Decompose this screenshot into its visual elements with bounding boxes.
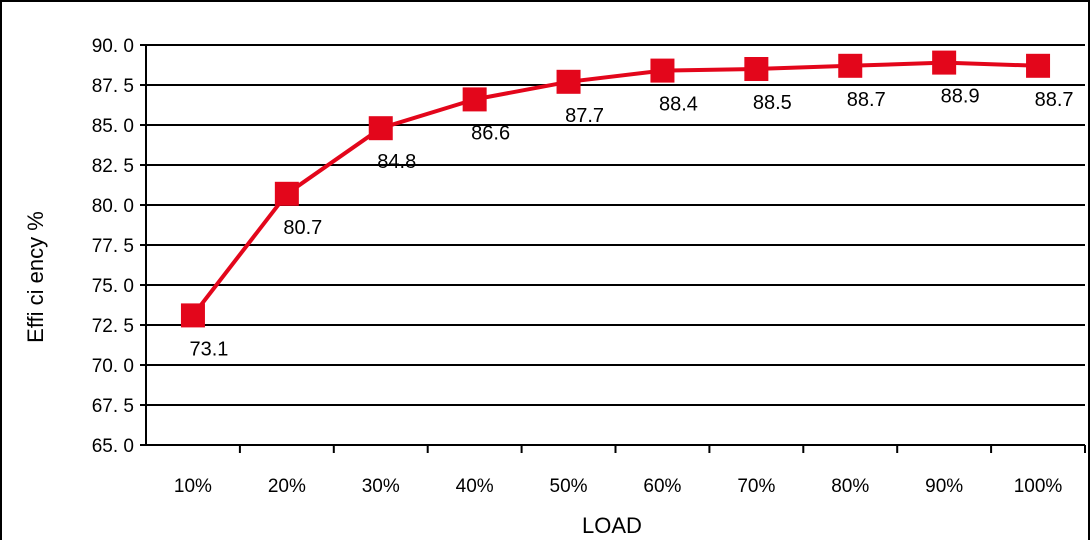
y-tick-label: 70. 0 — [92, 356, 134, 377]
data-label: 80.7 — [283, 217, 322, 239]
data-label: 73.1 — [189, 338, 228, 360]
data-label: 88.5 — [753, 92, 792, 114]
y-tick-label: 87. 5 — [92, 76, 134, 97]
data-point-marker — [556, 69, 581, 94]
data-label: 88.4 — [659, 94, 698, 116]
x-tick-label: 10% — [174, 476, 212, 497]
data-point-marker — [932, 50, 957, 75]
data-point-marker — [368, 116, 393, 141]
y-tick-label: 90. 0 — [92, 36, 134, 57]
data-point-marker — [744, 57, 769, 81]
grid-lines — [146, 44, 1085, 406]
y-tick-label: 77. 5 — [92, 236, 134, 257]
series-line — [191, 60, 1039, 317]
y-tick-label: 80. 0 — [92, 196, 134, 217]
y-tick-label: 65. 0 — [92, 436, 134, 457]
x-tick-label: 50% — [550, 476, 588, 497]
y-tick-label: 75. 0 — [92, 276, 134, 297]
x-axis-title: LOAD — [582, 513, 642, 538]
x-tick-label: 60% — [643, 476, 681, 497]
x-tick-labels: 10% 20% 30% 40% 50% 60% 70% 80% 90% 100% — [174, 476, 1063, 497]
axes — [140, 44, 1086, 453]
x-tick-label: 30% — [362, 476, 400, 497]
data-label: 86.6 — [471, 122, 510, 144]
x-tick-label: 40% — [456, 476, 494, 497]
y-tick-label: 85. 0 — [92, 116, 134, 137]
data-point-marker — [838, 53, 863, 78]
x-tick-label: 90% — [925, 476, 963, 497]
data-point-marker — [180, 303, 205, 328]
data-label: 88.9 — [941, 86, 980, 108]
data-label: 84.8 — [377, 151, 416, 173]
data-point-marker — [1026, 53, 1051, 78]
x-tick-label: 20% — [268, 476, 306, 497]
data-point-marker — [462, 87, 487, 112]
x-tick-label: 80% — [831, 476, 869, 497]
y-tick-label: 67. 5 — [92, 396, 134, 417]
data-labels: 73.1 80.7 84.8 86.6 87.7 88.4 88.5 88.7 88.9 88.7 — [189, 86, 1073, 361]
data-point-marker — [650, 58, 675, 83]
data-point-marker — [274, 181, 299, 206]
data-label: 87.7 — [565, 105, 604, 127]
y-axis-title: Effi ci ency % — [23, 211, 48, 343]
y-tick-label: 82. 5 — [92, 156, 134, 177]
x-tick-label: 70% — [737, 476, 775, 497]
data-label: 88.7 — [1035, 89, 1074, 111]
data-label: 88.7 — [847, 89, 886, 111]
series-efficiency — [180, 50, 1051, 328]
x-tick-label: 100% — [1014, 476, 1063, 497]
y-tick-labels: 90. 0 87. 5 85. 0 82. 5 80. 0 77. 5 75. 0 72. 5… — [92, 36, 134, 457]
y-tick-label: 72. 5 — [92, 316, 134, 337]
